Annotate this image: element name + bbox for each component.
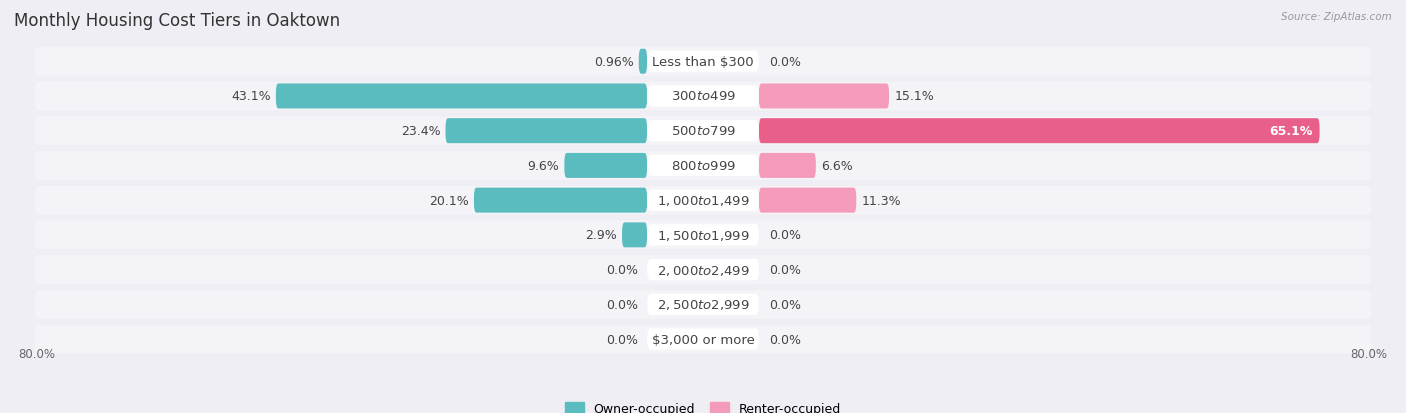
Text: $500 to $799: $500 to $799 <box>671 125 735 138</box>
FancyBboxPatch shape <box>35 152 1371 180</box>
Text: 0.0%: 0.0% <box>606 298 638 311</box>
FancyBboxPatch shape <box>647 259 759 280</box>
Text: 0.0%: 0.0% <box>769 56 801 69</box>
FancyBboxPatch shape <box>35 221 1371 249</box>
Text: 80.0%: 80.0% <box>1351 347 1388 360</box>
Text: 0.0%: 0.0% <box>606 263 638 276</box>
FancyBboxPatch shape <box>759 188 856 213</box>
FancyBboxPatch shape <box>621 223 647 248</box>
Text: 80.0%: 80.0% <box>18 347 55 360</box>
FancyBboxPatch shape <box>638 50 647 75</box>
Text: $2,500 to $2,999: $2,500 to $2,999 <box>657 298 749 311</box>
Text: Less than $300: Less than $300 <box>652 56 754 69</box>
Text: 0.0%: 0.0% <box>769 333 801 346</box>
FancyBboxPatch shape <box>647 190 759 211</box>
FancyBboxPatch shape <box>35 48 1371 76</box>
FancyBboxPatch shape <box>35 290 1371 319</box>
Text: 20.1%: 20.1% <box>429 194 468 207</box>
FancyBboxPatch shape <box>647 294 759 315</box>
FancyBboxPatch shape <box>35 186 1371 215</box>
FancyBboxPatch shape <box>276 84 647 109</box>
FancyBboxPatch shape <box>35 83 1371 111</box>
FancyBboxPatch shape <box>474 188 647 213</box>
FancyBboxPatch shape <box>647 121 759 142</box>
FancyBboxPatch shape <box>647 86 759 107</box>
FancyBboxPatch shape <box>564 154 647 178</box>
FancyBboxPatch shape <box>446 119 647 144</box>
FancyBboxPatch shape <box>35 325 1371 354</box>
Text: 2.9%: 2.9% <box>585 229 617 242</box>
FancyBboxPatch shape <box>759 119 1320 144</box>
FancyBboxPatch shape <box>759 84 889 109</box>
Text: 11.3%: 11.3% <box>862 194 901 207</box>
Text: Monthly Housing Cost Tiers in Oaktown: Monthly Housing Cost Tiers in Oaktown <box>14 12 340 30</box>
Text: 65.1%: 65.1% <box>1270 125 1313 138</box>
FancyBboxPatch shape <box>647 52 759 73</box>
FancyBboxPatch shape <box>759 154 815 178</box>
FancyBboxPatch shape <box>35 256 1371 284</box>
Text: 0.96%: 0.96% <box>593 56 634 69</box>
Text: 15.1%: 15.1% <box>894 90 934 103</box>
Text: 0.0%: 0.0% <box>769 298 801 311</box>
Text: 43.1%: 43.1% <box>231 90 271 103</box>
Text: 9.6%: 9.6% <box>527 159 560 173</box>
Text: 0.0%: 0.0% <box>769 229 801 242</box>
Text: $3,000 or more: $3,000 or more <box>651 333 755 346</box>
FancyBboxPatch shape <box>647 329 759 350</box>
FancyBboxPatch shape <box>647 225 759 246</box>
Text: $800 to $999: $800 to $999 <box>671 159 735 173</box>
FancyBboxPatch shape <box>647 155 759 177</box>
Text: 6.6%: 6.6% <box>821 159 852 173</box>
Text: Source: ZipAtlas.com: Source: ZipAtlas.com <box>1281 12 1392 22</box>
Text: 0.0%: 0.0% <box>606 333 638 346</box>
Text: $1,000 to $1,499: $1,000 to $1,499 <box>657 194 749 208</box>
Text: $300 to $499: $300 to $499 <box>671 90 735 103</box>
Text: $2,000 to $2,499: $2,000 to $2,499 <box>657 263 749 277</box>
FancyBboxPatch shape <box>35 117 1371 145</box>
Text: 23.4%: 23.4% <box>401 125 440 138</box>
Text: $1,500 to $1,999: $1,500 to $1,999 <box>657 228 749 242</box>
Text: 0.0%: 0.0% <box>769 263 801 276</box>
Legend: Owner-occupied, Renter-occupied: Owner-occupied, Renter-occupied <box>565 402 841 413</box>
